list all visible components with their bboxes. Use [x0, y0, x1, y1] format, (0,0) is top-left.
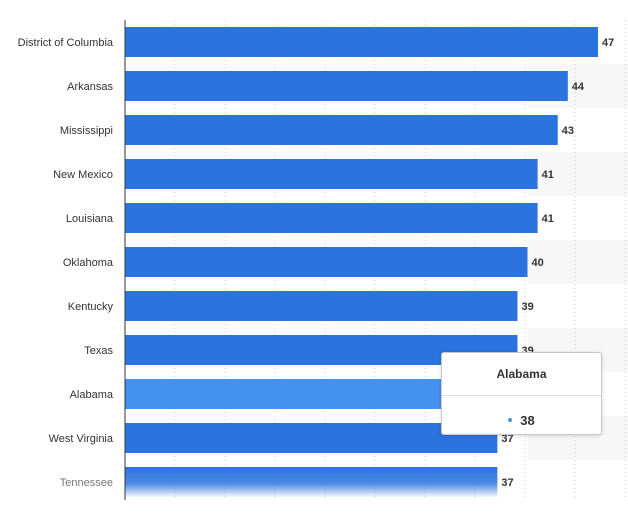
category-label: Alabama — [70, 389, 114, 401]
value-label: 37 — [501, 433, 513, 445]
row-band — [528, 152, 628, 196]
bar-oklahoma[interactable] — [125, 247, 528, 277]
category-label: Texas — [84, 345, 113, 357]
value-label: 40 — [532, 257, 544, 269]
category-label: District of Columbia — [18, 37, 114, 49]
category-label: New Mexico — [53, 169, 113, 181]
category-label: Tennessee — [60, 477, 113, 489]
tooltip-title: Alabama — [496, 367, 547, 381]
value-label: 44 — [572, 81, 585, 93]
value-label: 41 — [542, 213, 554, 225]
value-label: 41 — [542, 169, 554, 181]
category-label: Oklahoma — [63, 257, 114, 269]
bar-west-virginia[interactable] — [125, 423, 498, 453]
category-label: Louisiana — [66, 213, 114, 225]
row-band — [528, 240, 628, 284]
category-label: Mississippi — [60, 125, 113, 137]
bar-louisiana[interactable] — [125, 203, 538, 233]
tooltip-value: 38 — [520, 413, 535, 428]
category-label: Arkansas — [67, 81, 113, 93]
category-label: West Virginia — [49, 433, 114, 445]
bar-kentucky[interactable] — [125, 291, 518, 321]
tooltip-divider — [442, 395, 601, 396]
bar-mississippi[interactable] — [125, 115, 558, 145]
chart-tooltip: Alabama 38 — [441, 352, 602, 435]
bar-arkansas[interactable] — [125, 71, 568, 101]
bar-tennessee[interactable] — [125, 467, 498, 497]
category-label: Kentucky — [68, 301, 114, 313]
value-label: 39 — [521, 301, 533, 313]
series-dot-icon — [508, 417, 513, 422]
tooltip-value-row: 38 — [442, 413, 601, 428]
value-label: 43 — [562, 125, 574, 137]
value-label: 47 — [602, 37, 614, 49]
bar-district-of-columbia[interactable] — [125, 27, 598, 57]
value-label: 37 — [501, 477, 513, 489]
bar-new-mexico[interactable] — [125, 159, 538, 189]
